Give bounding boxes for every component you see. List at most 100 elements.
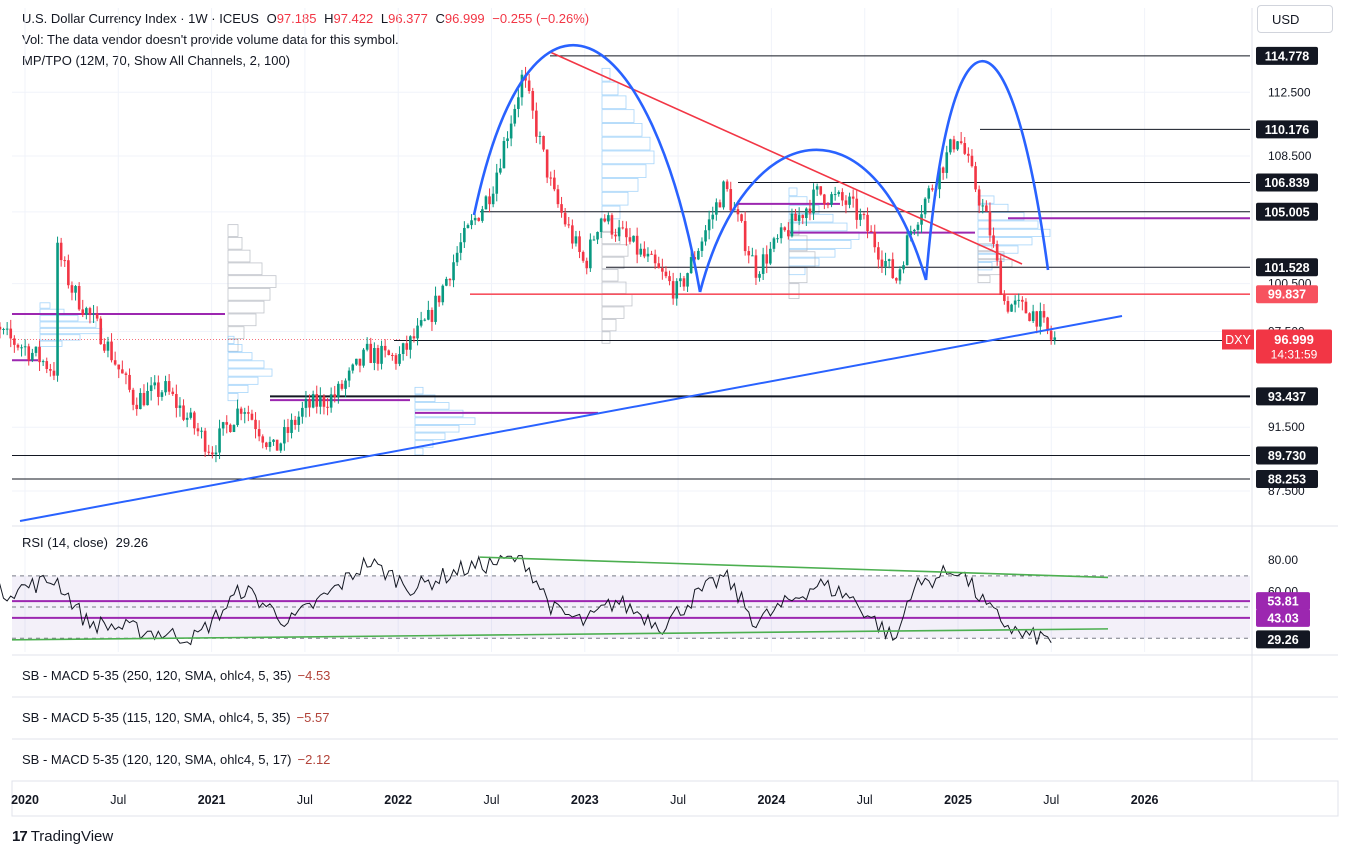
time-tick: Jul <box>857 793 873 807</box>
candle-body <box>387 350 391 355</box>
candle-body <box>326 406 329 408</box>
candle-body <box>797 215 801 221</box>
price-level-badge <box>1256 469 1318 488</box>
time-tick: 2025 <box>944 793 972 807</box>
time-axis[interactable]: 2020 Jul 2021 Jul 2022 Jul 2023 Jul 2024 Jul 2025 J… <box>11 793 1158 807</box>
candle-body <box>398 354 401 364</box>
candle-body <box>851 196 855 199</box>
candle-body <box>203 430 207 452</box>
tpo-profile-2024a <box>788 187 798 197</box>
candle-body <box>452 262 455 281</box>
rsi-level-badge <box>1256 592 1310 611</box>
candle-body <box>27 346 31 361</box>
candle-body <box>790 213 794 237</box>
candle-body <box>1042 311 1046 318</box>
tpo-profile-2022 <box>601 136 651 151</box>
candle-body <box>589 239 592 269</box>
candle-body <box>63 260 67 262</box>
candle-body <box>509 123 513 139</box>
candle-body <box>412 336 416 339</box>
candle-body <box>340 383 344 389</box>
candle-body <box>373 347 376 363</box>
tpo-profile-2022b <box>601 256 625 270</box>
tpo-profile-2021a <box>227 352 253 361</box>
tpo-profile-2020b <box>227 224 239 237</box>
rsi-value: 29.26 <box>115 535 149 550</box>
candle-body <box>146 390 149 406</box>
candle-body <box>1013 300 1017 305</box>
candle-body <box>999 260 1003 295</box>
macd-legend-1[interactable]: SB - MACD 5-35 (250, 120, SMA, ohlc4, 5,… <box>22 668 330 683</box>
tpo-profile-2025a <box>977 228 1051 237</box>
tpo-profile-2024b <box>788 235 808 252</box>
candle-body <box>157 382 160 397</box>
price-level-badge <box>1256 446 1318 465</box>
candle-body <box>221 422 225 429</box>
candle-body <box>581 252 585 261</box>
candle-body <box>765 254 769 264</box>
symbol-name[interactable]: U.S. Dollar Currency Index · 1W · ICEUS <box>22 11 259 26</box>
tpo-profile-2022b <box>601 294 633 307</box>
tpo-profile-2024b <box>788 219 800 236</box>
macd-label: SB - MACD 5-35 (120, 120, SMA, ohlc4, 5,… <box>22 752 292 767</box>
candle-body <box>794 213 797 221</box>
symbol-badge <box>1222 329 1254 350</box>
candle-body <box>153 382 157 386</box>
candle-body <box>812 189 815 214</box>
candle-body <box>167 381 171 392</box>
candle-body <box>329 394 333 408</box>
tpo-profile-2022b <box>601 219 613 232</box>
rsi-level-badge <box>1256 608 1310 627</box>
candle-body <box>931 188 934 190</box>
tpo-profile-2020b <box>227 313 257 327</box>
candle-body <box>815 186 819 190</box>
candle-body <box>466 225 470 228</box>
time-tick: Jul <box>297 793 313 807</box>
candle-body <box>56 242 59 376</box>
candle-body <box>16 344 20 348</box>
candle-body <box>52 370 56 376</box>
candle-body <box>697 250 700 260</box>
candle-body <box>722 181 725 208</box>
candle-body <box>668 276 671 282</box>
candle-body <box>351 364 355 371</box>
horizontal-levels <box>12 55 1250 480</box>
candle-body <box>376 347 380 364</box>
candle-body <box>488 196 491 205</box>
candle-body <box>261 436 265 443</box>
tpo-indicator-label[interactable]: MP/TPO (12M, 70, Show All Channels, 2, 1… <box>22 53 291 68</box>
candle-body <box>783 227 787 231</box>
candle-body <box>553 177 556 190</box>
candle-body <box>239 408 243 414</box>
candle-body <box>1021 299 1024 302</box>
currency-button[interactable]: USD <box>1257 5 1333 33</box>
candle-body <box>394 355 398 364</box>
price-axis[interactable]: 112.500108.500105.000100.50097.50091.500… <box>1222 46 1332 649</box>
rsi-legend[interactable]: RSI (14, close) 29.26 <box>22 535 148 550</box>
candle-body <box>909 231 913 236</box>
candles <box>0 66 1057 463</box>
macd-legend-2[interactable]: SB - MACD 5-35 (115, 120, SMA, ohlc4, 5,… <box>22 710 329 725</box>
candle-body <box>88 308 92 315</box>
candle-body <box>409 336 412 350</box>
candle-body <box>689 257 693 274</box>
candle-body <box>675 281 679 299</box>
candle-body <box>1010 304 1013 312</box>
candle-body <box>628 237 632 242</box>
macd-legend-3[interactable]: SB - MACD 5-35 (120, 120, SMA, ohlc4, 5,… <box>22 752 330 767</box>
symbol-legend: U.S. Dollar Currency Index · 1W · ICEUS … <box>22 11 589 26</box>
tradingview-logo[interactable]: 17 TradingView <box>12 828 113 845</box>
rsi-label: RSI (14, close) <box>22 535 108 550</box>
candle-body <box>463 227 466 243</box>
tpo-profile-2025b <box>977 275 991 284</box>
candle-body <box>952 139 956 150</box>
tpo-profile-2021a <box>227 368 273 377</box>
candle-body <box>772 238 776 249</box>
candle-body <box>139 392 142 410</box>
price-level-label: 110.176 <box>1265 123 1310 137</box>
candle-body <box>1039 311 1042 327</box>
tpo-profile-2024a <box>788 257 820 267</box>
candle-body <box>441 285 445 303</box>
candle-body <box>956 141 959 150</box>
